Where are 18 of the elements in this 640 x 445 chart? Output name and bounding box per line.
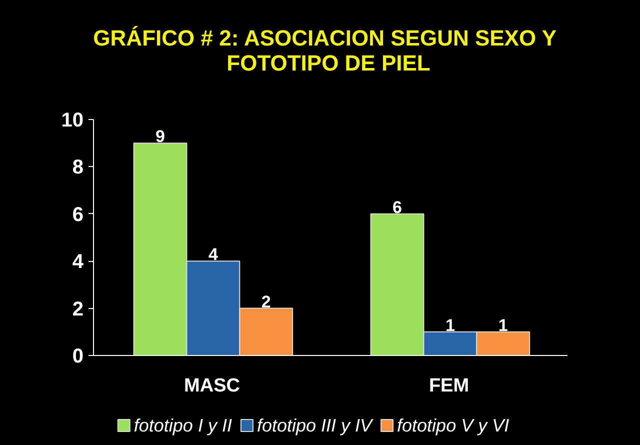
data-label: 6 — [392, 198, 402, 217]
x-tick-label: MASC — [184, 376, 240, 396]
data-label: 4 — [208, 245, 218, 264]
y-tick-label: 0 — [72, 346, 84, 368]
y-tick-label: 8 — [72, 156, 84, 179]
y-tick-label: 6 — [72, 204, 84, 226]
data-label: 1 — [498, 316, 508, 335]
legend-label: fototipo III y IV — [256, 416, 374, 436]
data-label: 1 — [445, 316, 455, 335]
y-tick-label: 10 — [61, 110, 84, 132]
y-tick-label: 2 — [72, 298, 84, 320]
x-tick-label: FEM — [428, 376, 470, 396]
y-tick-label: 4 — [72, 251, 84, 274]
chart-title: GRÁFICO # 2: ASOCIACION SEGUN SEXO Y FOTOTIPO DE PIEL — [93, 26, 557, 76]
data-label: 2 — [261, 292, 271, 312]
data-label: 9 — [156, 127, 165, 146]
legend-label: fototipo I y II — [134, 416, 232, 436]
legend-label: fototipo V y VI — [397, 416, 510, 436]
